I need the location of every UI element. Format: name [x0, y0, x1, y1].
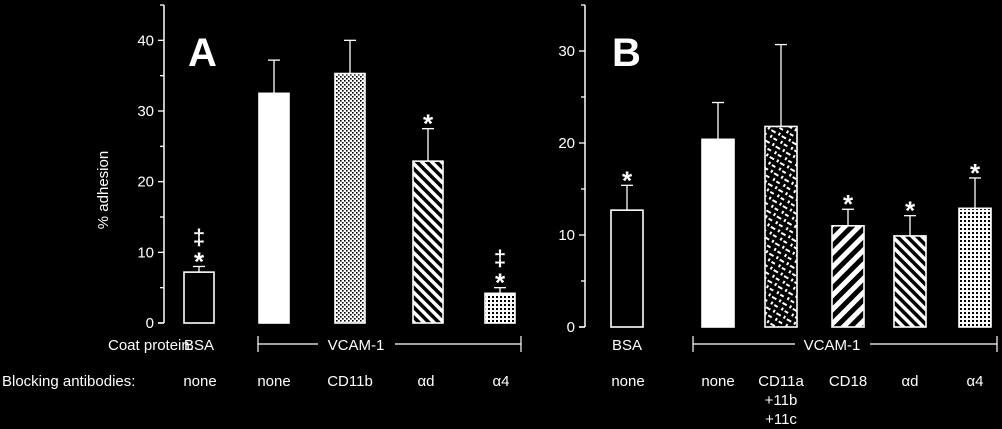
panel-a-category-labels: none none CD11b αd α4	[183, 373, 509, 390]
significance-star: *	[194, 246, 205, 276]
coat-protein-row-label: Coat protein:	[108, 337, 194, 354]
bar	[258, 92, 290, 324]
bar	[183, 271, 215, 324]
significance-star: *	[495, 268, 506, 298]
bar	[484, 292, 516, 324]
category-label: α4	[492, 373, 509, 390]
category-label: α4	[966, 373, 983, 390]
y-tick-label: 0	[567, 319, 575, 336]
y-tick-label: 20	[558, 135, 575, 152]
panel-b-label: B	[612, 31, 641, 75]
category-label: CD11a +11b +11c	[758, 373, 804, 428]
category-label: none	[701, 373, 734, 390]
category-label: none	[257, 373, 290, 390]
bar	[764, 125, 798, 328]
bar-group: *‡	[183, 224, 215, 324]
bar-group: *	[831, 189, 865, 328]
coat-bsa-label-a: BSA	[184, 337, 214, 354]
y-tick-label: 0	[146, 315, 154, 332]
category-label: CD18	[829, 373, 867, 390]
category-label: αd	[901, 373, 918, 390]
bar	[831, 225, 865, 328]
bar-group: *	[610, 165, 644, 328]
double-dagger-marker: ‡	[193, 224, 205, 249]
bar-group	[701, 101, 735, 328]
panel-b-category-labels: none none CD11a +11b +11c CD18 αd α4	[611, 373, 983, 428]
bar-group	[764, 43, 798, 328]
bar-group: *	[412, 109, 444, 324]
bar	[701, 138, 735, 328]
bar-group	[258, 59, 290, 324]
y-tick-label: 40	[137, 32, 154, 49]
bar	[412, 160, 444, 324]
panel-b: * * * * 0 10 20 30 B BSA VCAM-1 none none CD11a +…	[558, 4, 998, 428]
panel-b-y-axis: 0 10 20 30	[558, 4, 586, 336]
significance-star: *	[423, 109, 434, 139]
coat-vcam-label-b: VCAM-1	[804, 337, 861, 354]
bar	[610, 209, 644, 328]
bar	[958, 207, 992, 328]
significance-star: *	[843, 189, 854, 219]
double-dagger-marker: ‡	[494, 246, 506, 271]
y-tick-label: 30	[137, 103, 154, 120]
y-axis-label: % adhesion	[95, 151, 112, 229]
significance-star: *	[622, 165, 633, 195]
category-label: αd	[417, 373, 434, 390]
panel-a-label: A	[188, 31, 217, 75]
y-tick-label: 10	[137, 244, 154, 261]
bar-group: *‡	[484, 246, 516, 324]
category-label: none	[611, 373, 644, 390]
bar-group	[334, 39, 366, 324]
panel-a-y-axis: 0 10 20 30 40	[137, 4, 165, 332]
y-tick-label: 10	[558, 227, 575, 244]
category-label: none	[183, 373, 216, 390]
bar	[334, 72, 366, 324]
y-tick-label: 30	[558, 43, 575, 60]
panel-a-bars: *‡**‡	[183, 39, 516, 324]
significance-star: *	[905, 196, 916, 226]
blocking-antibodies-row-label: Blocking antibodies:	[2, 373, 135, 390]
bar-group: *	[893, 196, 927, 328]
significance-star: *	[970, 158, 981, 188]
y-tick-label: 20	[137, 174, 154, 191]
coat-bsa-label-b: BSA	[612, 337, 642, 354]
bar	[893, 235, 927, 328]
coat-vcam-label-a: VCAM-1	[328, 337, 385, 354]
panel-b-bars: * * * *	[610, 43, 992, 328]
category-label: CD11b	[327, 373, 373, 390]
bar-group: *	[958, 158, 992, 328]
